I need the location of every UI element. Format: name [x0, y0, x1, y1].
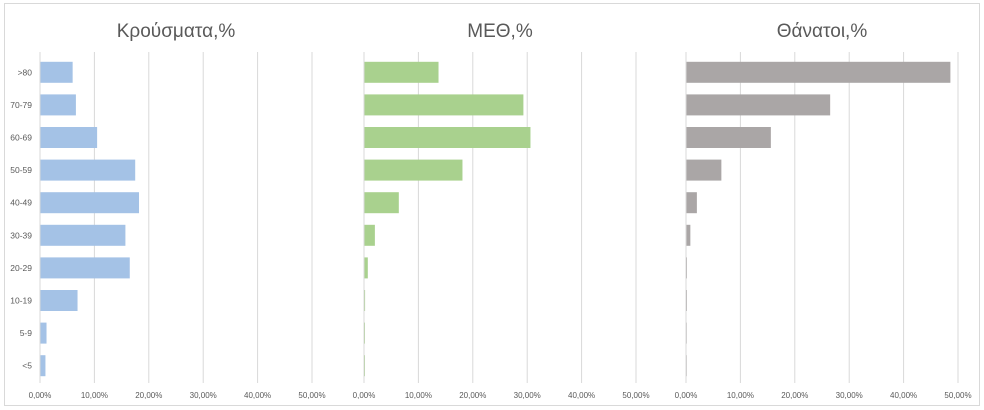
tick-label: 20,00%: [459, 391, 486, 400]
panel-title: Θάνατοι,%: [777, 21, 868, 42]
tick-label: 30,00%: [190, 391, 217, 400]
tick-label: 0,00%: [675, 391, 698, 400]
tick-label: 50,00%: [298, 391, 325, 400]
category-label: <5: [22, 361, 32, 371]
category-label: >80: [18, 67, 33, 77]
category-label: 60-69: [10, 133, 32, 143]
tick-label: 40,00%: [568, 391, 595, 400]
bar: [686, 127, 771, 148]
bar: [40, 224, 126, 246]
bar: [686, 192, 697, 214]
bar: [40, 257, 130, 279]
bar: [364, 290, 366, 311]
category-label: 20-29: [10, 263, 32, 273]
bar: [364, 94, 524, 116]
bar: [364, 192, 399, 214]
tick-label: 50,00%: [944, 391, 971, 400]
tick-label: 50,00%: [622, 391, 649, 400]
bar: [686, 224, 691, 246]
category-label: 5-9: [20, 328, 33, 338]
bar: [40, 192, 140, 214]
tick-label: 0,00%: [29, 391, 52, 400]
tick-label: 40,00%: [890, 391, 917, 400]
bar: [40, 355, 46, 377]
bar: [686, 94, 831, 116]
tick-label: 10,00%: [81, 391, 108, 400]
tick-label: 20,00%: [781, 391, 808, 400]
bar: [686, 159, 722, 181]
tick-label: 0,00%: [353, 391, 376, 400]
category-label: 10-19: [10, 296, 32, 306]
tick-label: 30,00%: [836, 391, 863, 400]
bar: [40, 127, 98, 148]
tick-label: 30,00%: [514, 391, 541, 400]
tick-label: 10,00%: [727, 391, 754, 400]
bar: [364, 224, 375, 246]
category-label: 30-39: [10, 230, 32, 240]
panel-title: ΜΕΘ,%: [467, 21, 533, 42]
bar: [364, 61, 439, 83]
bar: [364, 257, 368, 279]
bar: [40, 322, 47, 344]
bar: [40, 61, 73, 83]
tick-label: 20,00%: [135, 391, 162, 400]
panel-title: Κρούσματα,%: [117, 21, 236, 42]
category-label: 40-49: [10, 198, 32, 208]
bar: [40, 94, 76, 116]
bar: [364, 127, 531, 148]
bar: [40, 159, 136, 181]
bar: [364, 159, 463, 181]
category-label: 70-79: [10, 100, 32, 110]
bar: [686, 61, 951, 83]
bar: [40, 290, 78, 311]
tick-label: 10,00%: [405, 391, 432, 400]
tick-label: 40,00%: [244, 391, 271, 400]
category-label: 50-59: [10, 165, 32, 175]
